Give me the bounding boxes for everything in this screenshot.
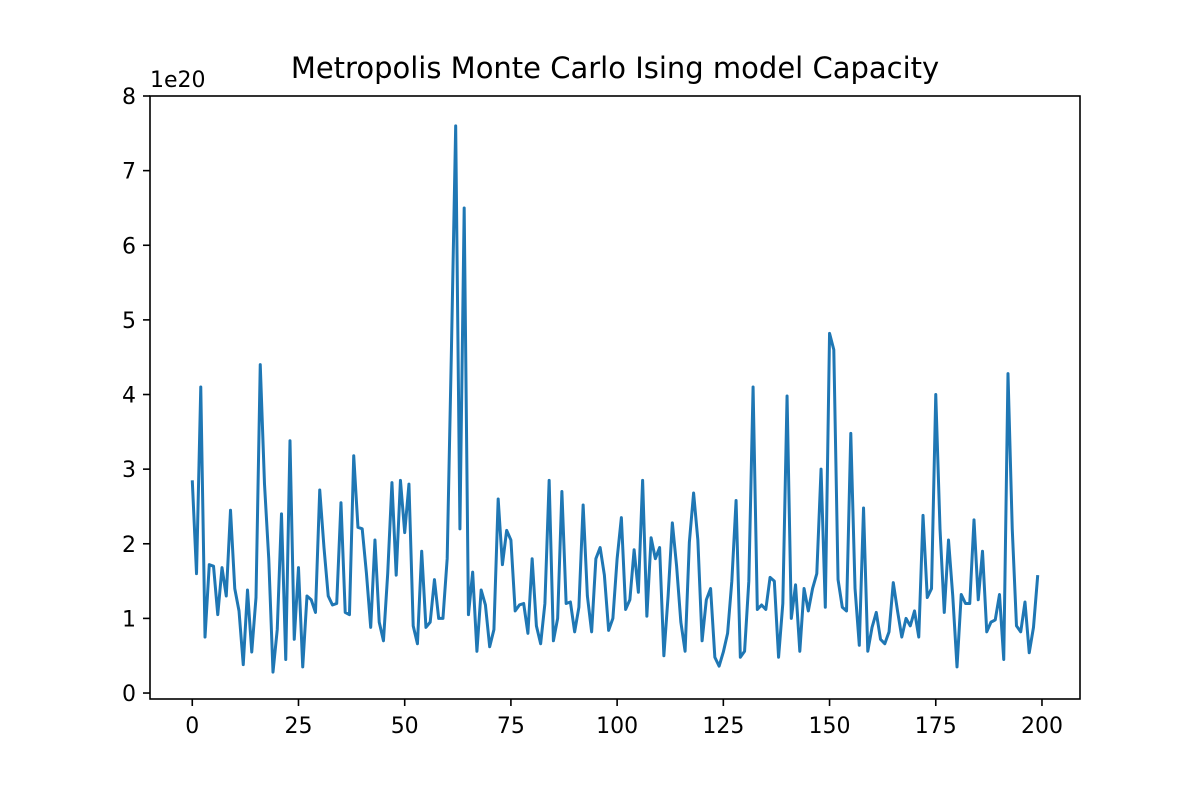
y-tick-label: 2 (122, 533, 136, 558)
x-tick-label: 75 (497, 714, 525, 739)
x-tick-label: 25 (284, 714, 312, 739)
plot-frame (149, 95, 1081, 700)
x-tick-label: 200 (1021, 714, 1063, 739)
y-tick-label: 1 (122, 607, 136, 632)
y-tick-label: 6 (122, 234, 136, 259)
x-tick-label: 125 (702, 714, 744, 739)
series-line (190, 124, 1040, 674)
y-axis: 0 1 2 3 4 5 6 7 8 (122, 85, 150, 707)
x-tick-label: 50 (391, 714, 419, 739)
y-tick-label: 8 (122, 85, 136, 110)
x-tick-label: 100 (596, 714, 638, 739)
x-axis: 0 25 50 75 100 125 150 175 200 (185, 699, 1063, 739)
y-tick-label: 5 (122, 309, 136, 334)
y-tick-label: 0 (122, 682, 136, 707)
y-offset-label: 1e20 (150, 68, 206, 93)
chart-title: Metropolis Monte Carlo Ising model Capac… (291, 51, 939, 85)
plot-area (190, 124, 1040, 674)
y-tick-label: 3 (122, 458, 136, 483)
x-tick-label: 0 (185, 714, 199, 739)
x-tick-label: 150 (809, 714, 851, 739)
y-tick-label: 7 (122, 160, 136, 185)
y-tick-label: 4 (122, 384, 136, 409)
x-tick-label: 175 (915, 714, 957, 739)
